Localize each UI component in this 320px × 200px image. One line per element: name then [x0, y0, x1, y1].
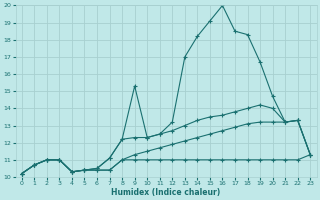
X-axis label: Humidex (Indice chaleur): Humidex (Indice chaleur) [111, 188, 221, 197]
